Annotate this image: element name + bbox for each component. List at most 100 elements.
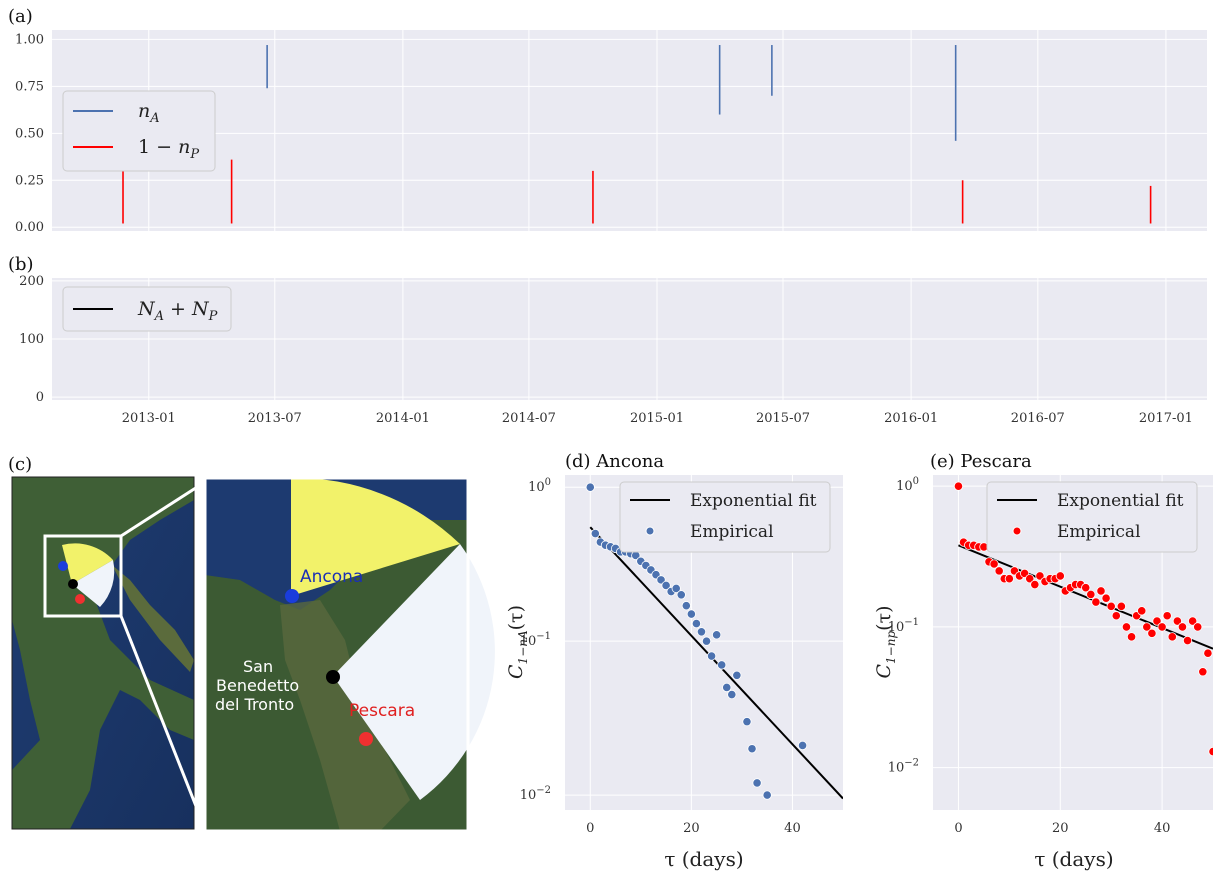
empirical-point [1030,579,1040,590]
x-tick-label: 2014-01 [376,411,430,426]
empirical-point [1096,586,1106,596]
empirical-point [1121,622,1132,632]
empirical-point [994,566,1004,576]
empirical-point [681,601,691,611]
sbt-label-2: Benedetto [216,676,299,695]
overview-ancona-dot [58,561,68,571]
legend-label-np: 1 − nP [138,136,199,162]
empirical-point [1167,632,1177,642]
x-tick-label: 2015-07 [756,411,810,426]
panel-c-label: (c) [8,454,32,475]
empirical-point [1004,574,1014,584]
italy-landmass [12,477,194,829]
empirical-point [1198,667,1208,677]
y-tick-label: 0.25 [15,173,44,188]
pescara-region [333,544,495,800]
panel-e-legend: Exponential fit Empirical [986,481,1198,553]
empirical-point [1086,589,1096,600]
x-tick-label: 2017-01 [1139,411,1193,426]
empirical-point [742,717,752,727]
x-tick-label: 2014-07 [502,411,556,426]
x-tick-label: 20 [1052,821,1069,836]
overview-frame [11,476,195,830]
empirical-point [732,670,742,680]
y-tick-label: 1.00 [15,32,44,47]
x-tick-label: 2016-01 [884,411,938,426]
empirical-point [752,778,762,788]
empirical-point [1162,611,1172,621]
empirical-point [1147,628,1157,638]
ancona-region [291,477,460,596]
panel-d-legend: Exponential fit Empirical [619,481,831,553]
zoom-coastal-strip [280,600,410,831]
empirical-point [1101,593,1111,603]
empirical-point [727,689,737,700]
exponential-fit-line [958,544,1213,650]
empirical-point [1106,601,1116,611]
empirical-point [696,627,707,637]
x-tick-label: 0 [954,821,962,836]
y-tick-label: 0 [36,390,44,405]
panel-a-label: (a) [8,6,33,27]
panel-b-chart: 0 100 200 2013-01 2013-07 2014-01 2014-07 2015-… [19,274,1207,426]
empirical-point [717,660,727,670]
empirical-point [1116,601,1126,611]
panel-b-legend: NA + NP [62,286,232,332]
legend-label-fit: Exponential fit [1057,491,1184,511]
panel-a-legend: nA 1 − nP [62,90,216,172]
empirical-point [691,618,702,629]
legend-swatch-empirical [1012,526,1022,536]
y-tick-label: 0.75 [15,79,44,94]
empirical-point [661,580,671,591]
empirical-point [1152,616,1162,626]
empirical-point [1188,616,1198,626]
empirical-point [701,636,712,646]
x-tick-label: 2015-01 [630,411,684,426]
legend-label-empirical: Empirical [690,522,774,542]
pescara-label: Pescara [349,701,415,721]
ancona-dot [285,589,299,603]
empirical-point [686,609,696,619]
empirical-point [1142,622,1152,632]
panel-e-xlabel: τ (days) [1034,847,1113,871]
legend-box [62,286,232,332]
exponential-fit-line [589,526,843,800]
y-tick-label: 10−2 [520,785,551,803]
pescara-dot [359,732,373,746]
empirical-point [1111,611,1121,621]
empirical-point [747,744,757,754]
y-tick-label: 0.50 [15,126,44,141]
empirical-point [1025,574,1035,584]
legend-swatch-empirical [645,526,655,536]
y-tick-label: 100 [896,476,919,494]
empirical-point [953,481,964,491]
empirical-point [1208,746,1213,757]
overview-ancona-region [62,543,113,584]
y-tick-label: 100 [19,332,44,347]
empirical-point [1081,583,1091,593]
legend-label-empirical: Empirical [1057,522,1141,542]
overview-pescara-dot [75,594,85,604]
zoom-connector-bottom [119,615,207,830]
x-tick-label: 2013-01 [122,411,176,426]
y-tick-label: 10−2 [888,758,919,776]
empirical-point [671,583,681,594]
x-tick-label: 2013-07 [248,411,302,426]
overview-sbt-dot [68,579,78,589]
empirical-point [1177,622,1188,632]
empirical-point [1203,648,1213,658]
x-tick-label: 2016-07 [1011,411,1065,426]
zoom-box [43,534,123,618]
y-tick-label: 0.00 [15,220,44,235]
empirical-point [590,528,600,539]
empirical-point [1157,622,1167,632]
legend-label-total: NA + NP [137,298,218,324]
empirical-point [585,482,595,492]
legend-label-fit: Exponential fit [690,491,817,511]
overview-pescara-region [72,560,115,607]
empirical-point [762,790,772,800]
panel-e-ylabel: C1−np(τ) [873,606,898,679]
empirical-point [1172,616,1182,626]
